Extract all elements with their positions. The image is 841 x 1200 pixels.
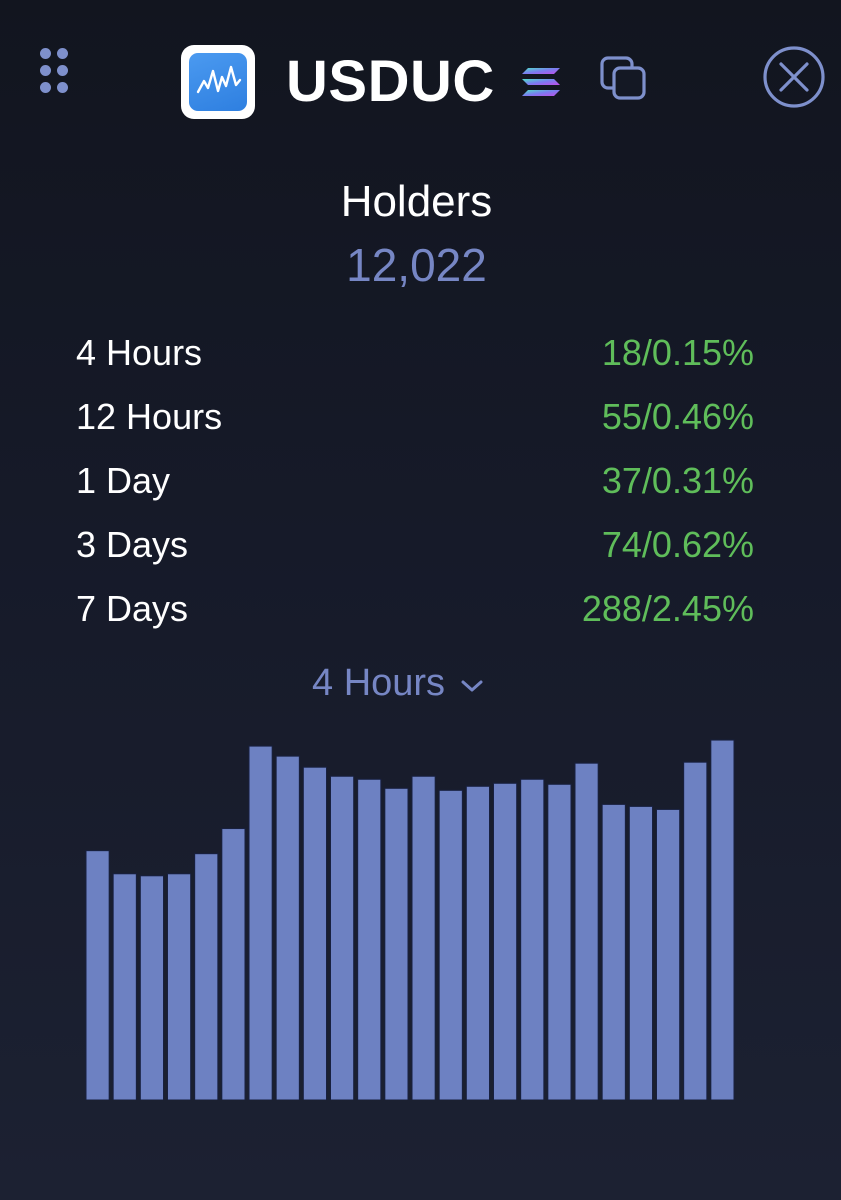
stat-label: 7 Days (76, 588, 189, 629)
stat-label: 12 Hours (76, 396, 223, 437)
holders-bar-chart (85, 739, 735, 1100)
copy-icon[interactable] (598, 54, 650, 102)
chart-bar-12 (384, 787, 409, 1100)
close-icon (763, 46, 825, 108)
stat-value: 74/0.62% (601, 524, 754, 565)
stat-value: 18/0.15% (601, 332, 754, 373)
chart-bar-2 (112, 873, 137, 1100)
chart-bar-13 (411, 775, 436, 1100)
chart-bar-15 (465, 785, 490, 1100)
chart-bar-21 (628, 805, 654, 1100)
chart-bar-11 (357, 778, 382, 1100)
chart-bar-20 (601, 803, 626, 1100)
chart-bar-6 (221, 828, 246, 1100)
period-dropdown-label: 4 Hours (312, 662, 446, 704)
solana-icon (520, 66, 562, 98)
chart-bar-3 (139, 875, 165, 1100)
stat-row-4-hours: 4 Hours 18/0.15% (76, 328, 754, 392)
grid-dots-icon[interactable] (36, 48, 70, 100)
stat-value: 288/2.45% (581, 588, 754, 629)
chevron-down-icon (459, 655, 485, 709)
chart-bar-16 (493, 782, 518, 1100)
chart-bar-9 (302, 766, 328, 1100)
chart-bar-10 (330, 775, 355, 1100)
holders-count: 12,022 (346, 239, 487, 291)
chart-bar-14 (438, 789, 463, 1100)
stat-label: 4 Hours (76, 332, 203, 373)
chart-bar-22 (656, 808, 681, 1100)
holders-title: Holders (340, 177, 493, 226)
chart-bar-19 (574, 762, 599, 1100)
chart-bar-24 (710, 739, 735, 1100)
chart-bar-17 (520, 778, 545, 1100)
stat-label: 3 Days (76, 524, 189, 565)
chart-bar-8 (275, 755, 300, 1100)
chart-bar-7 (248, 745, 273, 1100)
stat-row-12-hours: 12 Hours 55/0.46% (76, 392, 754, 456)
stat-value: 37/0.31% (601, 460, 754, 501)
chart-bar-1 (85, 850, 110, 1100)
header: USDUC (0, 0, 841, 160)
stat-row-1-day: 1 Day 37/0.31% (76, 456, 754, 520)
chart-bar-18 (547, 783, 572, 1100)
stat-label: 1 Day (76, 460, 171, 501)
stat-row-7-days: 7 Days 288/2.45% (76, 584, 754, 648)
chart-bar-23 (683, 761, 708, 1100)
stat-row-3-days: 3 Days 74/0.62% (76, 520, 754, 584)
token-logo-icon (181, 45, 255, 119)
chart-bar-4 (167, 873, 192, 1100)
stat-value: 55/0.46% (601, 396, 754, 437)
close-button[interactable] (762, 45, 826, 109)
chart-bar-5 (194, 853, 219, 1100)
holder-change-stats: 4 Hours 18/0.15% 12 Hours 55/0.46% 1 Day… (76, 328, 754, 648)
token-name: USDUC (286, 49, 495, 114)
period-dropdown[interactable]: 4 Hours (312, 656, 485, 710)
